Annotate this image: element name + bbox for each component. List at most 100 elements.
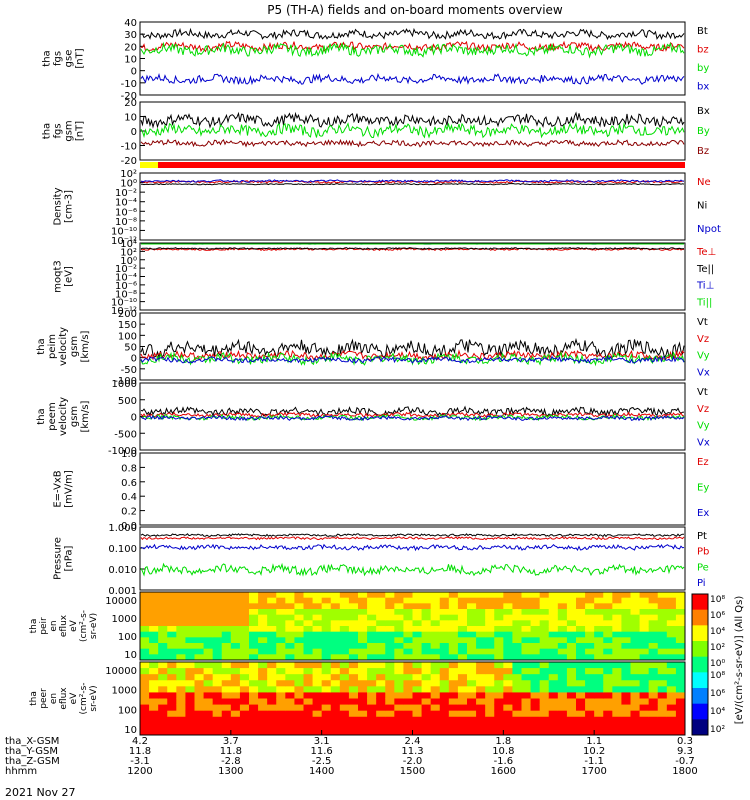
- spectrogram-cell: [367, 592, 377, 599]
- spectrogram-cell: [648, 597, 659, 604]
- spectrogram-cell: [530, 692, 541, 699]
- spectrogram-cell: [448, 680, 459, 687]
- spectrogram-cell: [657, 654, 668, 661]
- panel-density: 10²10⁰10⁻²10⁻⁴10⁻⁶10⁻⁸10⁻¹⁰10⁻¹²Density[…: [53, 169, 721, 247]
- spectrogram-cell: [485, 637, 495, 644]
- spectrogram-cell: [230, 614, 241, 621]
- spectrogram-cell: [657, 592, 668, 599]
- y-tick-label: 10⁻⁴: [115, 273, 137, 284]
- spectrogram-cell: [203, 592, 214, 599]
- spectrogram-cell: [267, 620, 277, 627]
- spectrogram-cell: [485, 648, 495, 655]
- y-tick-label: 0.001: [108, 586, 137, 597]
- spectrogram-cell: [285, 654, 295, 661]
- spectrogram-cell: [457, 668, 468, 675]
- spectrogram-cell: [476, 698, 486, 706]
- spectrogram-cell: [421, 680, 432, 687]
- colorbar-segment: [692, 641, 708, 658]
- spectrogram-cell: [394, 597, 404, 604]
- spectrogram-cell: [376, 643, 386, 650]
- spectrogram-cell: [221, 692, 232, 699]
- y-tick-label: 10⁰: [120, 179, 137, 190]
- spectrogram-cell: [294, 603, 304, 610]
- spectrogram-cell: [467, 643, 477, 650]
- spectrogram-cell: [457, 597, 468, 604]
- spectrogram-cell: [239, 686, 250, 693]
- spectrogram-cell: [212, 716, 223, 724]
- spectrogram-cell: [185, 648, 195, 655]
- spectrogram-cell: [358, 680, 368, 687]
- spectrogram-cell: [376, 654, 386, 661]
- spectrogram-cell: [330, 710, 341, 718]
- spectrogram-cell: [239, 631, 250, 638]
- y-tick-label: -20: [121, 156, 137, 167]
- spectrogram-cell: [158, 668, 168, 675]
- y-tick-label: 10⁻⁸: [115, 289, 137, 300]
- x-tick-label: 11.6: [311, 746, 333, 757]
- spectrogram-cell: [149, 686, 159, 693]
- spectrogram-cell: [594, 698, 604, 706]
- spectrogram-cell: [403, 637, 413, 644]
- y-tick-label: 500: [118, 396, 137, 407]
- spectrogram-cell: [294, 728, 304, 736]
- spectrogram-cell: [167, 597, 177, 604]
- spectrogram-cell: [548, 597, 559, 604]
- spectrogram-cell: [421, 662, 432, 669]
- spectrogram-cell: [485, 662, 495, 669]
- spectrogram-cell: [439, 674, 450, 681]
- spectrogram-cell: [530, 648, 541, 655]
- spectrogram-cell: [521, 643, 532, 650]
- spectrogram-cell: [294, 680, 304, 687]
- spectrogram-cell: [158, 674, 168, 681]
- spectrogram-cell: [648, 643, 659, 650]
- spectrogram-cell: [185, 643, 195, 650]
- spectrogram-cell: [548, 710, 559, 718]
- spectrogram-cell: [358, 631, 368, 638]
- spectrogram-cell: [321, 728, 332, 736]
- spectrogram-cell: [430, 686, 441, 693]
- spectrogram-cell: [476, 631, 486, 638]
- spectrogram-cell: [521, 704, 532, 712]
- spectrogram-cell: [385, 643, 395, 650]
- y-tick-label: 150: [118, 320, 137, 331]
- spectrogram-cell: [421, 648, 432, 655]
- x-tick-label: 1.1: [586, 736, 602, 747]
- spectrogram-cell: [557, 710, 568, 718]
- spectrogram-cell: [394, 614, 404, 621]
- spectrogram-cell: [485, 710, 495, 718]
- spectrogram-cell: [403, 620, 413, 627]
- spectrogram-cell: [448, 674, 459, 681]
- spectrogram-cell: [285, 680, 295, 687]
- spectrogram-cell: [294, 704, 304, 712]
- spectrogram-cell: [530, 603, 541, 610]
- spectrogram-cell: [140, 710, 150, 718]
- spectrogram-cell: [539, 668, 550, 675]
- spectrogram-cell: [176, 648, 186, 655]
- y-tick-label: 10⁰: [120, 256, 137, 267]
- spectrogram-cell: [303, 728, 314, 736]
- spectrogram-cell: [585, 668, 595, 675]
- spectrogram-cell: [503, 603, 513, 610]
- spectrogram-cell: [276, 674, 286, 681]
- spectrogram-cell: [385, 648, 395, 655]
- spectrogram-cell: [239, 698, 250, 706]
- spectrogram-cell: [430, 603, 441, 610]
- spectrogram-cell: [203, 643, 214, 650]
- spectrogram-cell: [621, 728, 631, 736]
- series-line-fgs-0: [140, 27, 685, 41]
- spectrogram-cell: [194, 609, 205, 616]
- spectrogram-cell: [385, 710, 395, 718]
- colorbar-segment: [692, 609, 708, 626]
- spectrogram-cell: [412, 710, 423, 718]
- spectrogram-cell: [594, 643, 604, 650]
- spectrogram-cell: [330, 603, 341, 610]
- spectrogram-cell: [403, 648, 413, 655]
- x-tick-label: 1700: [581, 766, 606, 777]
- y-tick-label: 10⁻⁶: [115, 281, 137, 292]
- y-tick-label: 10⁻¹²: [111, 236, 137, 247]
- spectrogram-cell: [576, 620, 586, 627]
- spectrogram-cell: [258, 716, 268, 724]
- spectrogram-cell: [194, 631, 205, 638]
- series-line-pressure-0: [140, 533, 685, 538]
